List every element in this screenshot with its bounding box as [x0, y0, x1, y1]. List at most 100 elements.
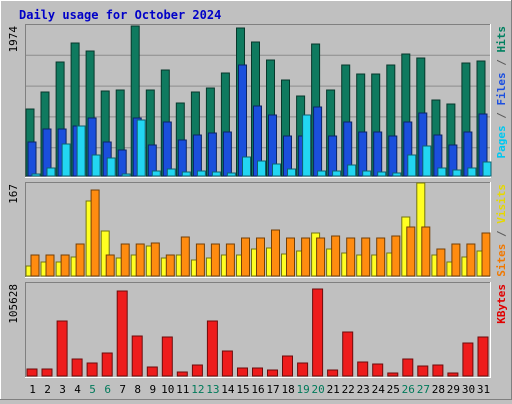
panel-legend: Sites / Visits — [495, 184, 508, 277]
panels-layer: 1974 Pages / Files / Hits 167 Sites / Visit… — [7, 24, 508, 378]
panel-visits-sites: 167 Sites / Visits — [7, 182, 508, 278]
bar-pages-day-17 — [272, 163, 281, 177]
bar-sites-day-31 — [481, 232, 491, 277]
bar-kbytes-day-10 — [161, 336, 173, 377]
x-tick-label: 13 — [206, 383, 219, 396]
bar-sites-day-20 — [316, 237, 326, 277]
bar-pages-day-21 — [332, 170, 342, 177]
bar-sites-day-9 — [150, 242, 160, 277]
bar-pages-day-13 — [211, 171, 221, 177]
bar-sites-day-17 — [271, 229, 280, 277]
x-tick-label: 9 — [149, 383, 156, 396]
bar-kbytes-day-25 — [387, 372, 399, 377]
bar-sites-day-11 — [180, 236, 190, 277]
x-tick-label: 26 — [402, 383, 415, 396]
bar-sites-day-24 — [376, 237, 386, 277]
bar-kbytes-day-28 — [432, 364, 444, 377]
bar-kbytes-day-21 — [327, 369, 339, 377]
legend-entry: Visits — [495, 184, 508, 224]
bar-files-day-23 — [358, 131, 368, 177]
legend-entry: Pages — [495, 125, 508, 158]
x-axis: 1 2 3 4 5 6 7 8 9 10 11 12 13 14 15 16 17 18 19 20 21 22 23 24 2… — [29, 383, 490, 396]
bar-sites-day-19 — [301, 237, 311, 277]
bar-sites-day-21 — [331, 235, 341, 277]
bar-kbytes-day-26 — [402, 358, 414, 377]
x-tick-label: 14 — [221, 383, 235, 396]
bar-sites-day-12 — [195, 243, 205, 277]
bar-kbytes-day-19 — [297, 362, 309, 377]
x-tick-label: 17 — [266, 383, 279, 396]
bar-files-day-14 — [222, 131, 232, 177]
bar-kbytes-day-12 — [191, 364, 203, 377]
bar-kbytes-day-9 — [146, 366, 158, 377]
bar-kbytes-day-30 — [462, 342, 474, 377]
bar-kbytes-day-6 — [101, 352, 113, 377]
x-tick-label: 27 — [417, 383, 430, 396]
bar-pages-day-28 — [437, 167, 447, 177]
bar-sites-day-15 — [241, 237, 250, 277]
bar-sites-day-28 — [436, 248, 446, 277]
x-tick-label: 20 — [311, 383, 324, 396]
x-tick-label: 29 — [447, 383, 460, 396]
legend-entry: KBytes — [495, 284, 508, 324]
bar-pages-day-3 — [61, 143, 71, 177]
x-tick-label: 16 — [251, 383, 264, 396]
bar-pages-day-5 — [91, 154, 101, 177]
x-tick-label: 19 — [296, 383, 309, 396]
bar-pages-day-6 — [106, 157, 116, 177]
x-tick-label: 25 — [387, 383, 400, 396]
bar-pages-day-19 — [302, 114, 312, 177]
bar-sites-day-4 — [75, 243, 85, 277]
bar-kbytes-day-15 — [237, 367, 248, 377]
bar-sites-day-10 — [165, 254, 175, 277]
x-tick-label: 4 — [74, 383, 81, 396]
bar-pages-day-7 — [121, 173, 131, 177]
x-tick-label: 21 — [327, 383, 340, 396]
x-tick-label: 15 — [236, 383, 249, 396]
bar-files-day-11 — [177, 139, 187, 177]
x-tick-label: 11 — [176, 383, 189, 396]
bar-files-day-24 — [373, 131, 383, 177]
bar-kbytes-day-17 — [267, 369, 278, 377]
bar-pages-day-9 — [151, 170, 161, 177]
bar-files-day-13 — [207, 132, 217, 177]
bar-pages-day-2 — [46, 167, 56, 177]
panel-max-label: 105628 — [7, 284, 20, 324]
bar-kbytes-day-29 — [447, 372, 459, 377]
legend-entry: / — [495, 106, 508, 126]
bar-visits-day-6 — [100, 230, 110, 277]
bar-kbytes-day-20 — [312, 288, 324, 377]
legend-entry: Sites — [495, 244, 508, 277]
x-tick-label: 22 — [342, 383, 355, 396]
legend-entry: / — [495, 224, 508, 244]
bar-pages-day-22 — [347, 164, 357, 177]
bar-pages-day-10 — [166, 168, 176, 177]
x-tick-label: 8 — [134, 383, 141, 396]
bar-sites-day-3 — [60, 254, 70, 277]
x-tick-label: 2 — [44, 383, 51, 396]
bar-sites-day-5 — [90, 189, 100, 277]
legend-entry: Files — [495, 72, 508, 105]
x-tick-label: 28 — [432, 383, 445, 396]
x-tick-label: 10 — [161, 383, 174, 396]
bar-sites-day-6 — [105, 254, 115, 277]
bar-files-day-20 — [313, 106, 323, 177]
bar-kbytes-day-24 — [372, 363, 384, 377]
bar-pages-day-25 — [392, 172, 402, 177]
bar-pages-day-1 — [31, 173, 41, 177]
bar-files-day-7 — [117, 149, 127, 177]
x-tick-label: 31 — [477, 383, 490, 396]
bar-pages-day-20 — [317, 170, 327, 177]
bar-kbytes-day-1 — [26, 368, 38, 377]
bar-files-day-1 — [27, 141, 37, 177]
bar-sites-day-29 — [451, 243, 461, 277]
bar-pages-day-12 — [196, 170, 206, 177]
bar-kbytes-day-23 — [357, 361, 369, 377]
panel-hits-files-pages: 1974 Pages / Files / Hits — [7, 24, 508, 178]
bar-sites-day-2 — [45, 254, 55, 277]
bar-pages-day-31 — [482, 161, 492, 177]
bar-pages-day-16 — [257, 160, 266, 177]
bar-sites-day-16 — [256, 237, 265, 277]
legend-entry: / — [495, 53, 508, 73]
